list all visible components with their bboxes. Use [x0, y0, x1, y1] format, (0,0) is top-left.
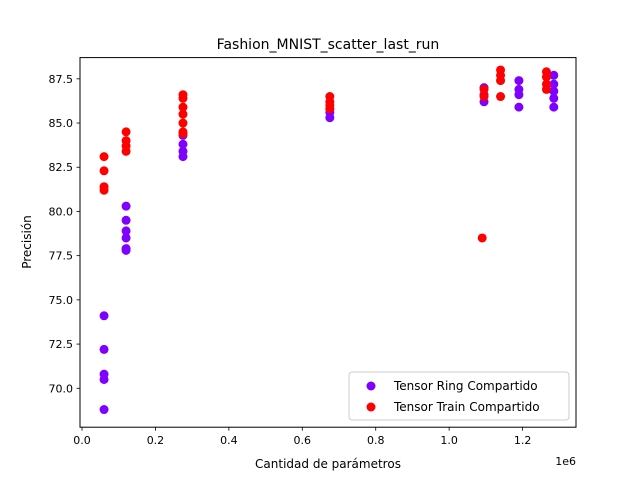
point-series1-29 [541, 84, 551, 94]
point-series1-24 [496, 76, 506, 86]
point-series0-29 [549, 102, 559, 112]
point-series0-27 [549, 86, 559, 96]
point-series0-10 [121, 245, 131, 255]
legend-marker-train [366, 402, 376, 412]
y-axis-ticks: 70.0 72.5 75.0 77.5 80.0 82.5 85.0 87.5 [49, 73, 80, 395]
y-tick-label: 82.5 [49, 161, 74, 174]
point-series0-8 [121, 233, 131, 243]
point-series1-11 [178, 109, 188, 119]
y-tick-label: 85.0 [49, 117, 74, 130]
y-tick-label: 75.0 [49, 294, 74, 307]
x-tick-label: 1.0 [440, 434, 458, 447]
point-series0-0 [99, 311, 109, 321]
x-tick-label: 0.0 [73, 434, 91, 447]
point-series0-23 [514, 90, 524, 100]
point-series1-1 [99, 166, 109, 176]
chart-title: Fashion_MNIST_scatter_last_run [217, 37, 440, 53]
point-series1-21 [479, 92, 489, 102]
y-tick-label: 72.5 [49, 338, 74, 351]
legend-label-ring: Tensor Ring Compartido [393, 379, 538, 393]
y-tick-label: 70.0 [49, 382, 74, 395]
point-series0-6 [121, 215, 131, 225]
x-axis-ticks: 0.0 0.2 0.4 0.6 0.8 1.0 1.2 [73, 427, 531, 447]
point-series0-24 [514, 102, 524, 112]
points-layer [99, 65, 559, 415]
point-series1-18 [325, 104, 335, 114]
point-series1-0 [99, 152, 109, 162]
point-series0-12 [178, 139, 188, 149]
x-axis-label: Cantidad de parámetros [255, 457, 401, 471]
point-series1-19 [477, 233, 487, 243]
point-series1-9 [178, 93, 188, 103]
point-series1-20 [479, 84, 489, 94]
legend-label-train: Tensor Train Compartido [393, 400, 540, 414]
y-tick-label: 77.5 [49, 250, 74, 263]
legend-marker-ring [366, 381, 376, 391]
point-series0-3 [99, 374, 109, 384]
point-series0-21 [514, 76, 524, 86]
x-tick-label: 0.2 [147, 434, 165, 447]
legend: Tensor Ring Compartido Tensor Train Comp… [348, 371, 570, 421]
point-series1-12 [178, 118, 188, 128]
point-series1-27 [541, 72, 551, 82]
legend-box [348, 371, 570, 421]
y-tick-label: 87.5 [49, 73, 74, 86]
y-axis-label: Precisión [20, 215, 34, 269]
point-series0-4 [99, 405, 109, 415]
point-series0-5 [121, 201, 131, 211]
point-series1-10 [178, 102, 188, 112]
point-series0-26 [549, 79, 559, 89]
x-axis-offset-label: 1e6 [555, 455, 576, 468]
x-tick-label: 0.4 [220, 434, 238, 447]
point-series1-14 [178, 129, 188, 139]
x-tick-label: 0.8 [367, 434, 385, 447]
point-series0-1 [99, 344, 109, 354]
point-series1-3 [99, 185, 109, 195]
plot-area-frame [79, 57, 577, 428]
point-series1-7 [121, 146, 131, 156]
point-series0-17 [325, 113, 335, 123]
y-tick-label: 80.0 [49, 205, 74, 218]
point-series1-25 [496, 92, 506, 102]
x-tick-label: 1.2 [514, 434, 532, 447]
point-series0-25 [549, 70, 559, 80]
point-series0-28 [549, 93, 559, 103]
point-series0-7 [121, 226, 131, 236]
point-series0-14 [178, 152, 188, 162]
point-series1-4 [121, 127, 131, 137]
x-tick-label: 0.6 [294, 434, 312, 447]
